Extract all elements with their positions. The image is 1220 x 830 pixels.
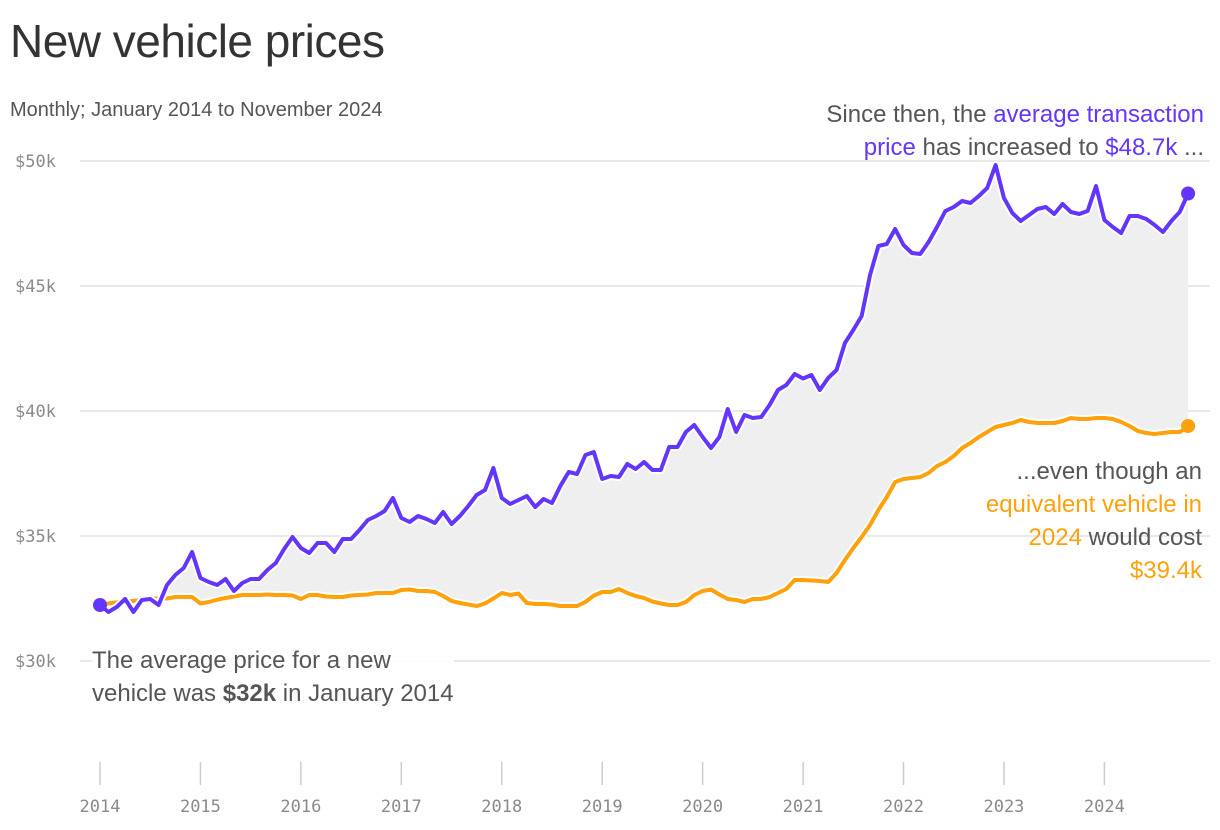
x-tick-label: 2018 bbox=[481, 797, 522, 817]
series-lines bbox=[93, 161, 1196, 616]
average-price-line bbox=[98, 163, 1190, 614]
annotation-text: $39.4k bbox=[1129, 557, 1202, 584]
annotation-text: in January 2014 bbox=[276, 680, 454, 707]
annotation-text: ... bbox=[1177, 134, 1204, 161]
x-tick-label: 2023 bbox=[983, 797, 1024, 817]
x-tick-label: 2020 bbox=[682, 797, 723, 817]
gap-fill bbox=[100, 165, 1189, 612]
y-tick-label: $35k bbox=[15, 527, 56, 547]
y-axis-labels: $30k $35k $40k $45k $50k bbox=[12, 149, 76, 673]
x-axis: 2014 2015 2016 2017 2018 2019 2020 2021 2022 2023… bbox=[80, 762, 1125, 817]
annotation-start-price: The average price for a new vehicle was $… bbox=[92, 644, 454, 710]
annotation-text: would cost bbox=[1081, 524, 1202, 551]
annotation-text: has increased to bbox=[915, 134, 1106, 161]
start-dot bbox=[93, 598, 107, 612]
chart-subtitle: Monthly; January 2014 to November 2024 bbox=[10, 99, 383, 121]
inflation-adjusted-line-end-dot bbox=[1181, 419, 1196, 433]
annotation-text: vehicle was bbox=[92, 680, 223, 707]
annotation-text: price bbox=[863, 134, 916, 161]
annotation-text: 2024 bbox=[1028, 524, 1082, 551]
x-tick-label: 2015 bbox=[180, 797, 221, 817]
annotation-text: equivalent vehicle in bbox=[985, 491, 1202, 518]
x-tick-label: 2022 bbox=[883, 797, 924, 817]
y-tick-label: $45k bbox=[15, 277, 56, 297]
chart-title: New vehicle prices bbox=[10, 15, 385, 67]
inflation-adjusted-line bbox=[99, 416, 1190, 608]
annotation-text: average transaction bbox=[993, 101, 1204, 128]
annotation-text: $48.7k bbox=[1105, 134, 1178, 161]
x-tick-label: 2024 bbox=[1084, 797, 1125, 817]
annotation-average-price: Since then, the average transaction price… bbox=[826, 98, 1204, 164]
x-tick-label: 2014 bbox=[80, 797, 121, 817]
x-tick-label: 2017 bbox=[381, 797, 422, 817]
annotation-text: ...even though an bbox=[1016, 458, 1202, 485]
area-between-series bbox=[100, 165, 1189, 612]
x-tick-label: 2019 bbox=[582, 797, 623, 817]
annotation-text: The average price for a new bbox=[92, 647, 391, 674]
y-tick-label: $50k bbox=[15, 152, 56, 172]
annotation-text: Since then, the bbox=[826, 101, 994, 128]
annotation-equivalent-price: ...even though an equivalent vehicle in 20… bbox=[986, 455, 1202, 587]
x-tick-label: 2016 bbox=[280, 797, 321, 817]
annotation-text: $32k bbox=[222, 680, 277, 707]
average-price-line-end-dot bbox=[1181, 186, 1196, 201]
y-tick-label: $40k bbox=[15, 402, 56, 422]
x-tick-label: 2021 bbox=[783, 797, 824, 817]
y-tick-label: $30k bbox=[15, 652, 56, 672]
